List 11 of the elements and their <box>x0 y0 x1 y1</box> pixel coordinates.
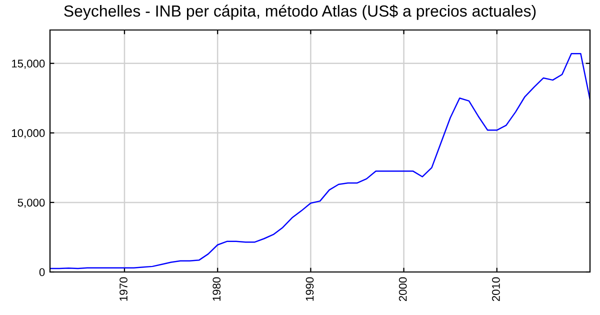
x-tick-label: 2010 <box>492 277 500 302</box>
x-tick-label: 1990 <box>306 277 314 301</box>
line-series <box>50 53 590 270</box>
y-tick-label: 10,000 <box>12 129 45 138</box>
x-tick-label: 2000 <box>398 277 407 302</box>
y-tick-label: 0 <box>39 268 45 276</box>
chart-title: Seychelles - INB per cápita, método Atlas (US$ a precios actuales) <box>64 4 536 20</box>
y-tick-label: 15,000 <box>12 60 45 69</box>
x-tick-label: 1970 <box>120 277 128 301</box>
y-tick-label: 5,000 <box>18 198 45 208</box>
x-tick-label: 1980 <box>212 277 221 301</box>
